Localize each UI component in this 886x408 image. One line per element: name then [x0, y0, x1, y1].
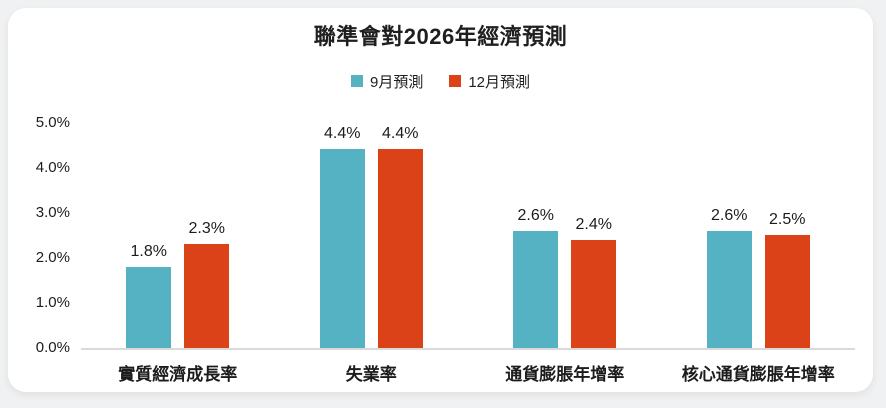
bar-with-label: 2.3%: [184, 220, 230, 348]
bar-with-label: 2.4%: [571, 215, 617, 348]
bar-with-label: 4.4%: [377, 125, 423, 348]
bar-group: 2.6% 2.5%: [662, 122, 856, 348]
bar-value-label: 4.4%: [382, 125, 419, 143]
legend-label: 12月預測: [468, 73, 531, 91]
chart-area: 5.0% 4.0% 3.0% 2.0% 1.0% 0.0% 1.8% 2.3% 4.4% 4.4…: [8, 113, 873, 385]
plot-area: 1.8% 2.3% 4.4% 4.4% 2.6% 2.4% 2.6% 2.5%: [81, 122, 855, 350]
bar-with-label: 4.4%: [319, 125, 365, 348]
category-label: 實質經濟成長率: [118, 365, 238, 384]
bar: [319, 149, 365, 348]
category-label: 失業率: [345, 365, 397, 384]
bar: [126, 266, 172, 348]
bar-group: 2.6% 2.4%: [468, 122, 662, 348]
bar-value-label: 2.6%: [517, 206, 554, 224]
bar: [377, 149, 423, 348]
legend-item: 9月預測: [350, 71, 424, 92]
bar-value-label: 2.4%: [575, 215, 612, 233]
bar-value-label: 4.4%: [324, 125, 361, 143]
bar-value-label: 2.6%: [711, 206, 748, 224]
y-axis: 5.0% 4.0% 3.0% 2.0% 1.0% 0.0%: [35, 113, 70, 357]
bar: [571, 239, 617, 348]
bar-value-label: 1.8%: [130, 242, 167, 260]
legend-item: 12月預測: [449, 71, 530, 92]
category-label: 核心通貨膨脹年增率: [681, 365, 835, 384]
bar: [706, 230, 752, 348]
bar: [513, 230, 559, 348]
legend-swatch-icon: [449, 75, 462, 87]
bar-with-label: 2.6%: [706, 206, 752, 348]
bar-with-label: 1.8%: [126, 242, 172, 348]
category-row: 實質經濟成長率 失業率 通貨膨脹年增率 核心通貨膨脹年增率: [81, 360, 855, 385]
bar-with-label: 2.6%: [513, 206, 559, 348]
chart-card: 聯準會對2026年經濟預測 9月預測 12月預測 5.0% 4.0% 3.0% 2.0%…: [8, 8, 873, 392]
chart-legend: 9月預測 12月預測: [8, 71, 873, 92]
plot-column: 1.8% 2.3% 4.4% 4.4% 2.6% 2.4% 2.6% 2.5% 實質經濟成長率…: [81, 122, 855, 385]
bar: [764, 235, 810, 348]
legend-label: 9月預測: [369, 73, 424, 91]
legend-swatch-icon: [350, 75, 363, 87]
category-label: 通貨膨脹年增率: [505, 365, 625, 384]
chart-title: 聯準會對2026年經濟預測: [313, 24, 568, 49]
bar-value-label: 2.5%: [769, 211, 806, 228]
bar: [184, 244, 230, 348]
bar-group: 4.4% 4.4%: [275, 122, 469, 348]
bar-group: 1.8% 2.3%: [81, 122, 275, 348]
bar-with-label: 2.5%: [764, 211, 810, 348]
bar-value-label: 2.3%: [188, 220, 225, 237]
